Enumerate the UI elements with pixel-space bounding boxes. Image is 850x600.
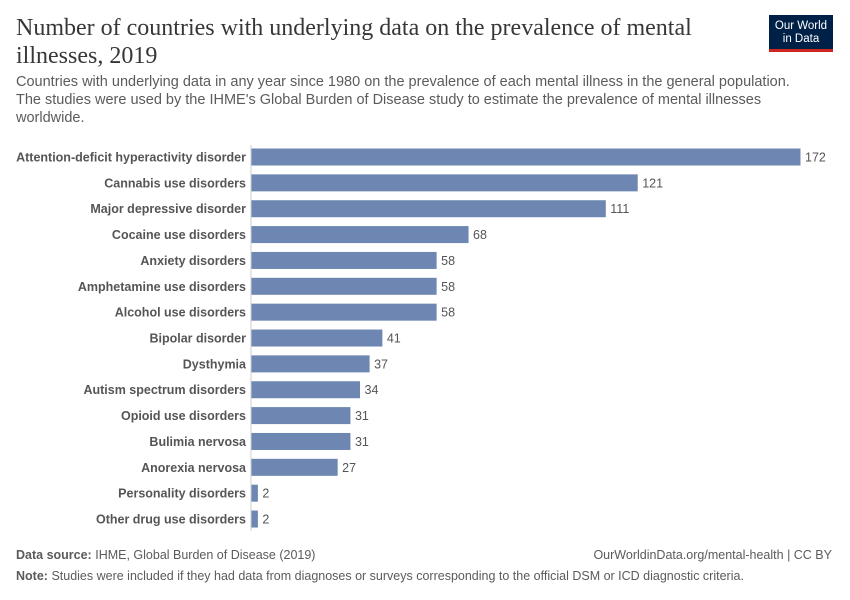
bar <box>251 226 469 244</box>
bar <box>251 432 351 450</box>
bar <box>251 329 383 347</box>
value-label: 41 <box>387 332 401 346</box>
bar <box>251 277 437 295</box>
bar <box>251 355 370 373</box>
chart-title: Number of countries with underlying data… <box>16 15 692 69</box>
owid-logo[interactable]: Our World in Data <box>769 15 833 52</box>
value-label: 2 <box>262 513 269 527</box>
category-label: Anorexia nervosa <box>141 461 247 475</box>
note-text: Studies were included if they had data f… <box>51 569 744 583</box>
bar <box>251 303 437 321</box>
source-url[interactable]: OurWorldinData.org/mental-health | CC BY <box>593 548 832 562</box>
bar <box>251 484 258 502</box>
category-label: Amphetamine use disorders <box>78 280 246 294</box>
category-label: Other drug use disorders <box>96 513 246 527</box>
category-label: Attention-deficit hyperactivity disorder <box>16 151 246 165</box>
value-label: 27 <box>342 461 356 475</box>
chart-subtitle: Countries with underlying data in any ye… <box>16 74 790 126</box>
bar <box>251 148 801 166</box>
category-label: Anxiety disorders <box>140 254 246 268</box>
value-label: 58 <box>441 254 455 268</box>
data-source: Data source: IHME, Global Burden of Dise… <box>16 548 315 562</box>
value-label: 58 <box>441 306 455 320</box>
note-label: Note: <box>16 569 48 583</box>
value-label: 37 <box>374 357 388 371</box>
note: Note: Studies were included if they had … <box>16 569 744 583</box>
value-label: 31 <box>355 435 369 449</box>
source-label: Data source: <box>16 548 92 562</box>
value-label: 58 <box>441 280 455 294</box>
source-text: IHME, Global Burden of Disease (2019) <box>95 548 316 562</box>
bar <box>251 251 437 269</box>
category-label: Cocaine use disorders <box>112 228 246 242</box>
bar <box>251 174 638 192</box>
category-label: Bulimia nervosa <box>149 435 247 449</box>
category-label: Major depressive disorder <box>90 202 246 216</box>
bar <box>251 458 338 476</box>
category-label: Personality disorders <box>118 487 246 501</box>
category-label: Alcohol use disorders <box>115 306 246 320</box>
value-label: 31 <box>355 409 369 423</box>
bar <box>251 381 361 399</box>
value-label: 172 <box>805 151 826 165</box>
value-label: 2 <box>262 487 269 501</box>
bar <box>251 200 606 218</box>
bar <box>251 407 351 425</box>
value-label: 68 <box>473 228 487 242</box>
category-label: Opioid use disorders <box>121 409 246 423</box>
bar <box>251 510 258 528</box>
value-label: 111 <box>610 202 629 216</box>
value-label: 121 <box>642 176 663 190</box>
category-label: Bipolar disorder <box>149 332 246 346</box>
category-label: Cannabis use disorders <box>104 176 246 190</box>
category-label: Dysthymia <box>183 357 247 371</box>
category-label: Autism spectrum disorders <box>83 383 246 397</box>
value-label: 34 <box>365 383 379 397</box>
